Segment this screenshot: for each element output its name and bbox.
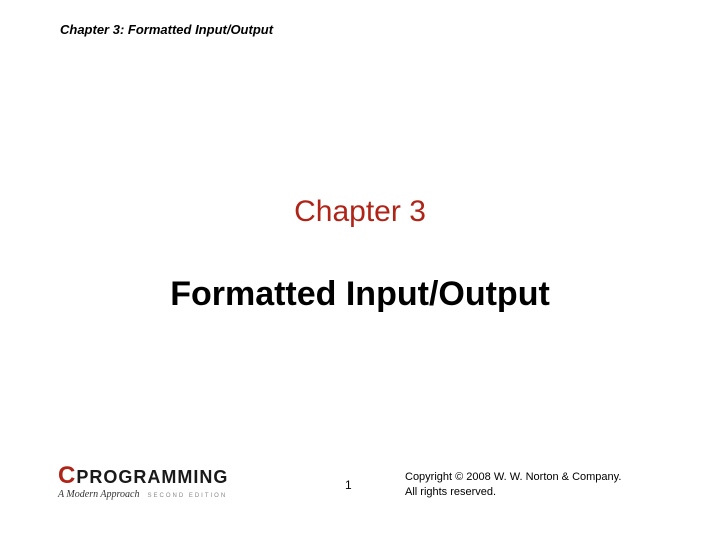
logo-programming-text: PROGRAMMING — [76, 468, 228, 486]
copyright-line-1: Copyright © 2008 W. W. Norton & Company. — [405, 470, 621, 485]
copyright-block: Copyright © 2008 W. W. Norton & Company.… — [405, 470, 621, 500]
logo-sub-line: A Modern Approach SECOND EDITION — [58, 489, 227, 500]
copyright-line-2: All rights reserved. — [405, 485, 621, 500]
page-number: 1 — [345, 478, 352, 492]
logo-c-letter: C — [58, 464, 74, 488]
logo-tagline: A Modern Approach — [58, 489, 139, 500]
chapter-label: Chapter 3 — [0, 195, 720, 229]
logo-edition: SECOND EDITION — [147, 493, 227, 499]
slide-header: Chapter 3: Formatted Input/Output — [60, 22, 273, 37]
chapter-title: Formatted Input/Output — [0, 275, 720, 314]
logo-main-line: C PROGRAMMING — [58, 464, 228, 488]
slide-footer: C PROGRAMMING A Modern Approach SECOND E… — [0, 450, 720, 510]
book-logo: C PROGRAMMING A Modern Approach SECOND E… — [58, 464, 228, 500]
